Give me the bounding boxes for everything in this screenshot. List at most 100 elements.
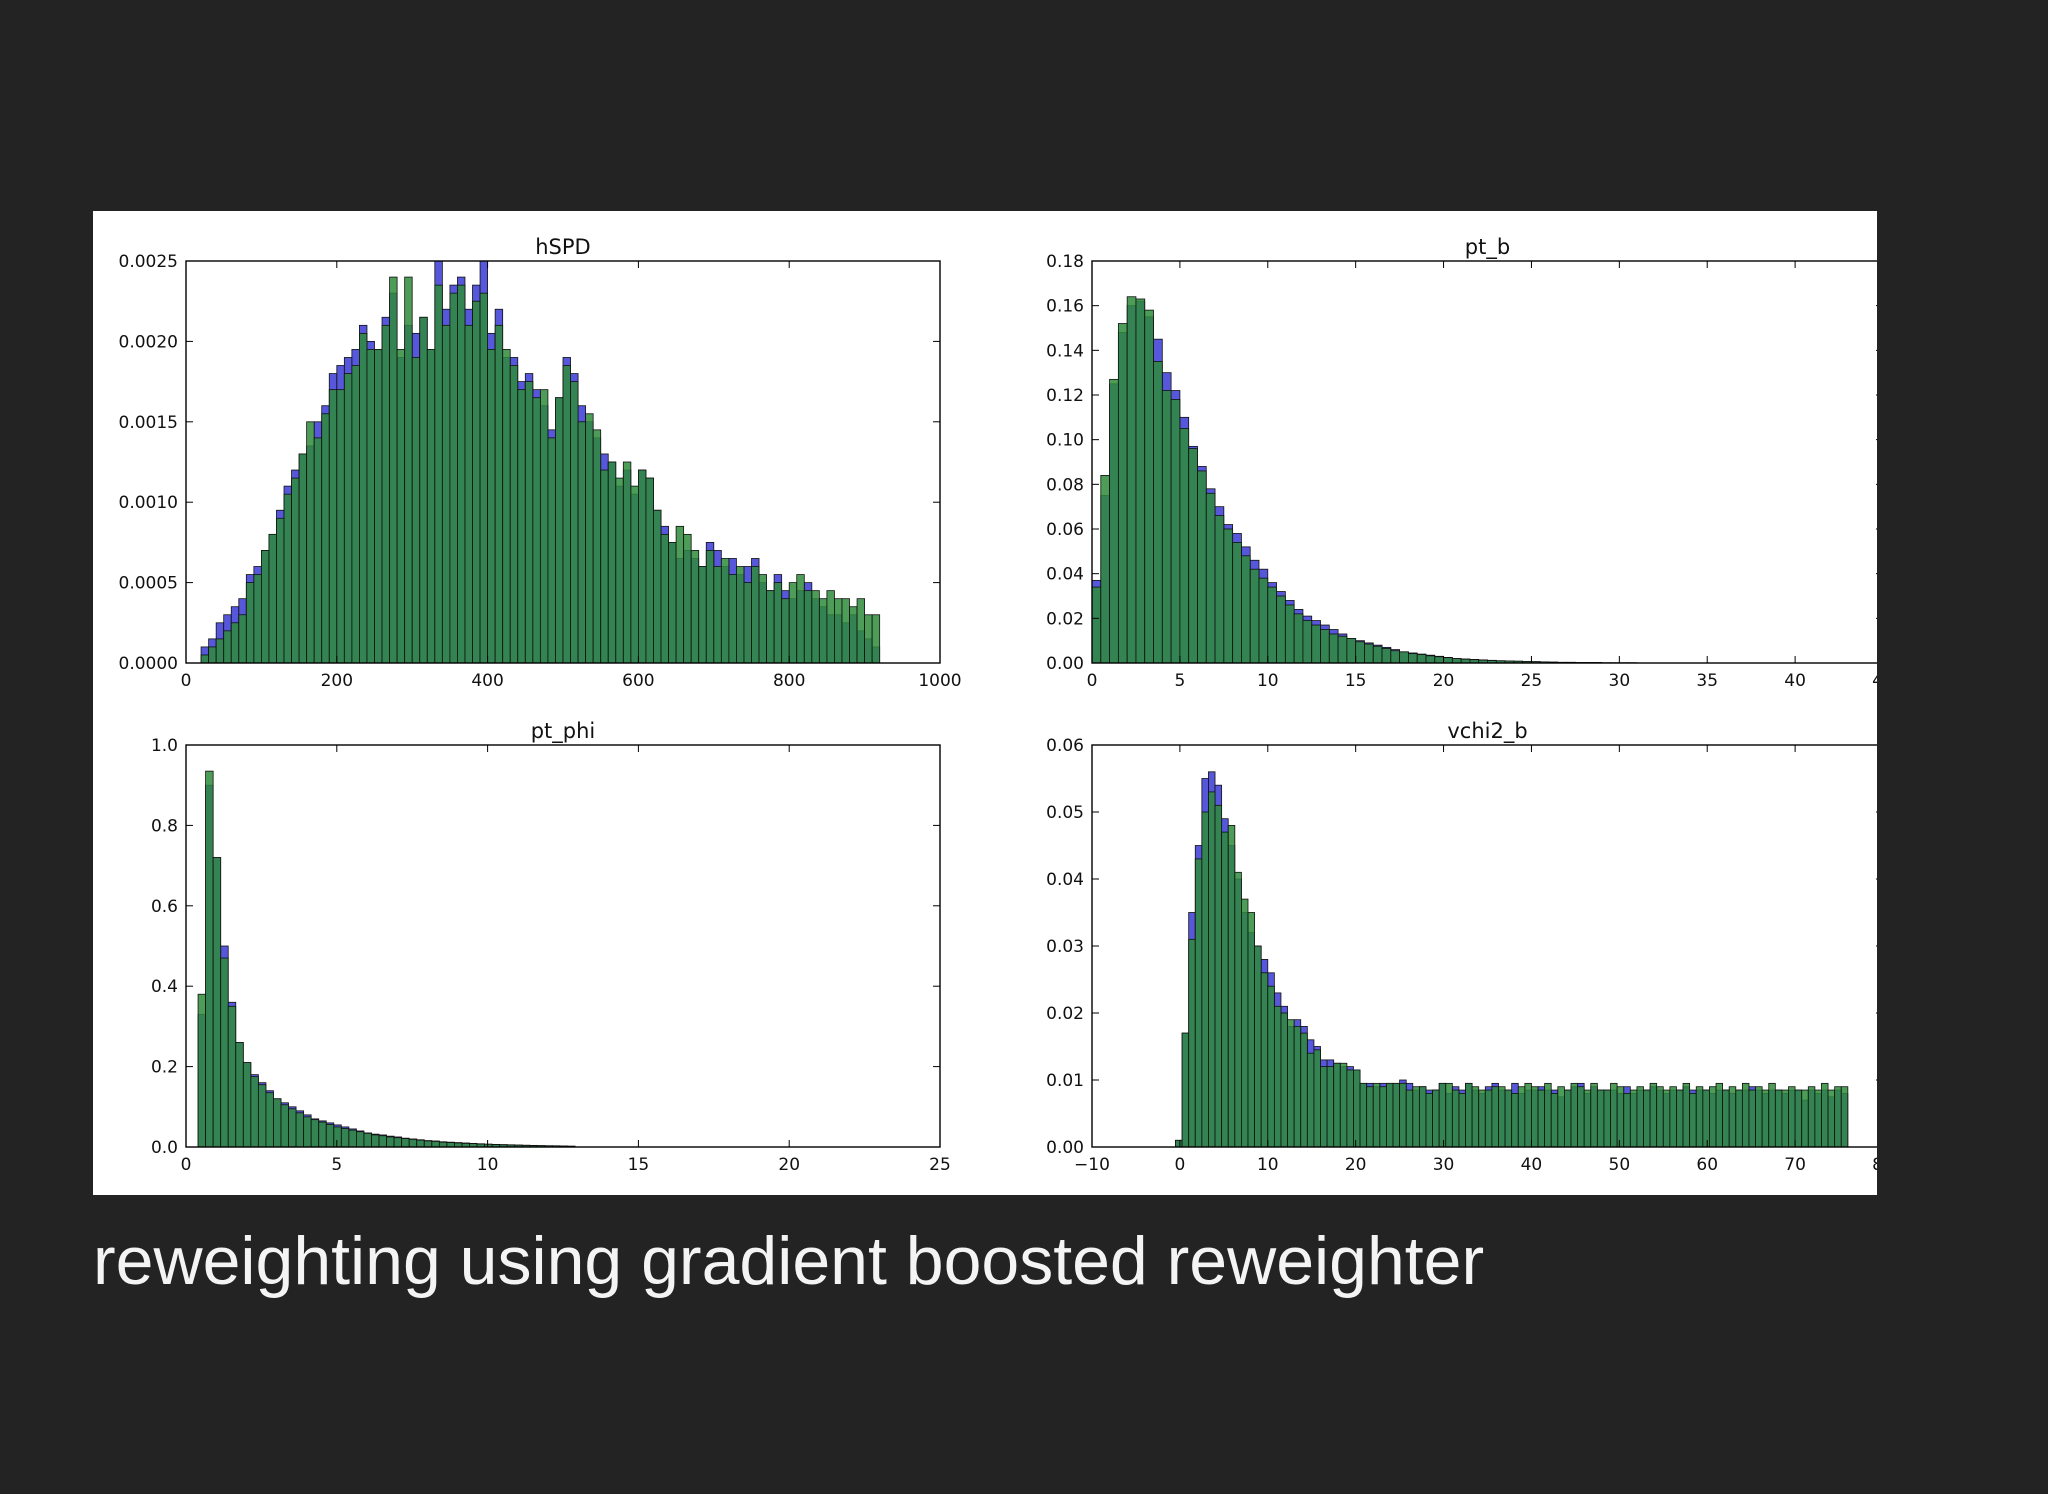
hist-bar xyxy=(1320,629,1330,664)
hist-bar xyxy=(366,349,375,664)
y-tick-label: 0.18 xyxy=(1046,252,1084,272)
y-tick-label: 0.02 xyxy=(1046,1004,1084,1024)
y-tick-label: 0.2 xyxy=(151,1058,178,1078)
hist-bar xyxy=(1405,1089,1414,1148)
hist-bar xyxy=(1695,1086,1704,1148)
hist-bar xyxy=(622,461,632,664)
x-tick-label: 10 xyxy=(1257,1155,1279,1175)
hist-bar xyxy=(295,1112,305,1148)
hist-bar xyxy=(788,582,798,664)
hist-bar xyxy=(479,292,488,664)
hist-bar xyxy=(306,421,315,664)
hist-bar xyxy=(615,477,624,664)
y-tick-label: 0.0010 xyxy=(119,493,178,513)
hist-bar xyxy=(1153,361,1163,664)
hist-bar xyxy=(758,574,767,664)
x-tick-label: 20 xyxy=(778,1155,800,1175)
axes-frame xyxy=(1091,260,1877,664)
hist-bar xyxy=(1432,1089,1440,1148)
hist-bar xyxy=(1201,811,1209,1148)
hist-bar xyxy=(1610,1082,1618,1148)
hist-bar xyxy=(401,1138,410,1148)
hist-bar xyxy=(260,550,270,664)
x-tick-label: 70 xyxy=(1784,1155,1806,1175)
hist-bar xyxy=(1179,428,1190,664)
hist-bar xyxy=(1300,1032,1308,1148)
hist-bar xyxy=(743,582,752,664)
hist-bar xyxy=(1386,1082,1394,1148)
hist-bar xyxy=(834,598,843,664)
hist-bar xyxy=(1702,1089,1710,1148)
y-tick-label: 0.12 xyxy=(1046,386,1084,406)
hist-bar xyxy=(235,1042,244,1148)
hist-bar xyxy=(1293,1026,1302,1148)
hist-bar xyxy=(1399,651,1409,664)
hist-bar xyxy=(441,324,451,664)
hist-bar xyxy=(1254,945,1262,1148)
chart-title: pt_b xyxy=(1465,235,1510,260)
hist-bar xyxy=(212,857,222,1148)
x-tick-label: 10 xyxy=(1257,671,1279,691)
hist-bar xyxy=(1280,1012,1288,1148)
hist-bar xyxy=(273,1098,282,1148)
hist-bar xyxy=(600,469,609,664)
hist-bar xyxy=(268,533,277,664)
hist-bar xyxy=(660,533,669,664)
chart-2: 0 5 10 15 20 25 0.0 0.2 0.4 0.6 0.8 1.0 pt_phi xyxy=(151,719,951,1175)
hist-bar xyxy=(1364,643,1374,664)
hist-bar xyxy=(351,365,360,664)
hist-bar xyxy=(1260,972,1269,1148)
y-tick-label: 0.02 xyxy=(1046,609,1084,629)
hist-bar xyxy=(328,389,338,664)
hist-bar xyxy=(1221,831,1229,1148)
y-tick-label: 0.00 xyxy=(1046,654,1084,674)
hist-bar xyxy=(464,324,473,664)
hist-bar xyxy=(1267,985,1275,1148)
hist-bar xyxy=(1656,1086,1664,1148)
hist-bar xyxy=(1596,1089,1605,1148)
hist-bar xyxy=(1241,898,1249,1148)
hist-bar xyxy=(1273,1005,1282,1148)
histogram-figure: 0 200 400 600 800 10000.00000.00050.00100.001… xyxy=(119,235,1877,1175)
hist-bar xyxy=(1443,657,1453,664)
hist-bar xyxy=(1208,791,1216,1148)
hist-bar xyxy=(766,590,775,664)
hist-bar xyxy=(585,413,594,664)
hist-bar xyxy=(1372,645,1383,664)
hist-bar xyxy=(416,1139,425,1148)
hist-bar xyxy=(1425,655,1436,664)
hist-bar xyxy=(223,630,232,664)
hist-bar xyxy=(1768,1082,1776,1148)
hist-bar xyxy=(1390,650,1401,664)
hist-bar xyxy=(431,1140,440,1148)
x-tick-label: 60 xyxy=(1696,1155,1718,1175)
hist-bar xyxy=(1524,1082,1532,1148)
hist-bar xyxy=(1412,1086,1420,1148)
hist-bar xyxy=(419,316,428,664)
hist-bar xyxy=(698,566,707,664)
hist-bar xyxy=(1564,1089,1572,1148)
hist-bar xyxy=(1781,1089,1789,1148)
hist-bar xyxy=(303,1116,312,1148)
hist-bar xyxy=(1302,620,1313,664)
hist-bar xyxy=(245,582,255,664)
hist-bar xyxy=(1320,1066,1328,1148)
hist-bar xyxy=(1715,1082,1724,1148)
hist-bar xyxy=(283,493,292,664)
hist-bar xyxy=(386,1136,395,1148)
hist-bar xyxy=(1794,1089,1803,1148)
hist-bar xyxy=(1214,515,1225,664)
hist-bar xyxy=(1205,492,1216,664)
hist-bar xyxy=(781,598,790,664)
hist-bar xyxy=(333,1126,342,1148)
hist-bar xyxy=(1623,1093,1631,1148)
chart-title: hSPD xyxy=(535,235,590,259)
hist-bar xyxy=(1478,1089,1486,1148)
hist-bar xyxy=(449,292,458,664)
hist-bar xyxy=(1408,653,1418,664)
hist-bar xyxy=(1100,474,1110,664)
hist-bar xyxy=(1416,654,1427,664)
chart-3: −10 0 10 20 30 40 50 60 70 80 0.00 0.01 0.02 0.03 0.04… xyxy=(1046,719,1877,1175)
y-tick-label: 0.0 xyxy=(151,1138,178,1158)
hist-bar xyxy=(1313,1049,1321,1148)
